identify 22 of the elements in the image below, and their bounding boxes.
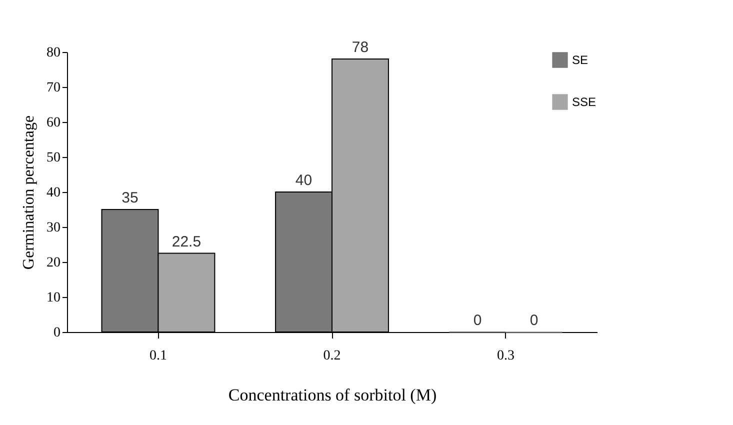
data-label: 0 [530,312,538,329]
y-axis-title: Germination percentage [20,115,38,270]
y-tick-label: 60 [46,116,60,130]
y-tick-label: 10 [46,290,60,306]
x-tick-label: 0.2 [323,348,341,364]
data-label: 22.5 [172,233,202,250]
x-tick-label: 0.3 [497,348,515,364]
y-tick-label: 80 [46,46,60,60]
y-tick-label: 40 [46,186,60,200]
x-tick-label: 0.1 [149,348,167,364]
data-label: 0 [473,312,482,329]
y-tick-label: 20 [46,256,60,270]
y-tick-label: 30 [46,220,60,236]
y-tick-label: 0 [54,326,60,340]
data-label: 40 [295,172,312,189]
legend-label: SE [572,53,588,67]
data-label: 35 [122,190,138,206]
x-axis-title: Concentrations of sorbitol (M) [228,386,437,404]
y-tick-label: 70 [46,80,60,96]
legend-label: SSE [572,95,596,109]
y-tick-label: 50 [46,150,60,166]
data-label: 78 [352,39,369,56]
